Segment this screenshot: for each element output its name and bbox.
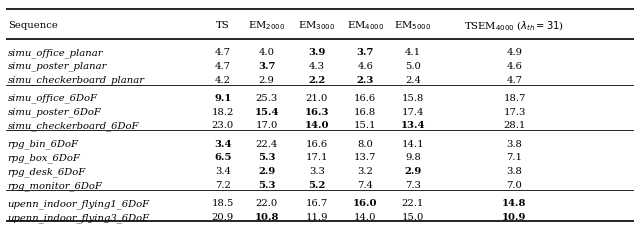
Text: 4.7: 4.7	[506, 76, 522, 85]
Text: 17.0: 17.0	[255, 121, 278, 130]
Text: 14.1: 14.1	[401, 139, 424, 149]
Text: 3.9: 3.9	[308, 48, 326, 57]
Text: 4.9: 4.9	[506, 48, 522, 57]
Text: 5.2: 5.2	[308, 181, 326, 190]
Text: 10.8: 10.8	[255, 213, 279, 222]
Text: 3.7: 3.7	[356, 48, 374, 57]
Text: 14.0: 14.0	[354, 213, 376, 222]
Text: 14.0: 14.0	[305, 121, 329, 130]
Text: 22.0: 22.0	[255, 199, 278, 208]
Text: 4.0: 4.0	[259, 48, 275, 57]
Text: EM$_{4000}$: EM$_{4000}$	[347, 19, 383, 32]
Text: 16.3: 16.3	[305, 108, 329, 117]
Text: 11.9: 11.9	[306, 213, 328, 222]
Text: 4.6: 4.6	[506, 62, 522, 71]
Text: 8.0: 8.0	[357, 139, 373, 149]
Text: 2.4: 2.4	[405, 76, 421, 85]
Text: simu_office_6DoF: simu_office_6DoF	[8, 94, 98, 103]
Text: 16.8: 16.8	[354, 108, 376, 117]
Text: 13.4: 13.4	[401, 121, 425, 130]
Text: 3.8: 3.8	[506, 167, 522, 176]
Text: 7.3: 7.3	[405, 181, 420, 190]
Text: 9.8: 9.8	[405, 154, 420, 162]
Text: 20.9: 20.9	[212, 213, 234, 222]
Text: 2.2: 2.2	[308, 76, 326, 85]
Text: 13.7: 13.7	[354, 154, 376, 162]
Text: 7.1: 7.1	[506, 154, 522, 162]
Text: upenn_indoor_flying1_6DoF: upenn_indoor_flying1_6DoF	[8, 199, 150, 209]
Text: 4.3: 4.3	[309, 62, 325, 71]
Text: 17.1: 17.1	[306, 154, 328, 162]
Text: 22.4: 22.4	[255, 139, 278, 149]
Text: 9.1: 9.1	[214, 94, 232, 103]
Text: simu_poster_6DoF: simu_poster_6DoF	[8, 108, 102, 117]
Text: 5.0: 5.0	[405, 62, 420, 71]
Text: 23.0: 23.0	[212, 121, 234, 130]
Text: 15.0: 15.0	[402, 213, 424, 222]
Text: 17.4: 17.4	[401, 108, 424, 117]
Text: 3.3: 3.3	[309, 167, 325, 176]
Text: 15.4: 15.4	[255, 108, 279, 117]
Text: 4.7: 4.7	[215, 62, 231, 71]
Text: 25.3: 25.3	[255, 94, 278, 103]
Text: 3.4: 3.4	[214, 139, 232, 149]
Text: 10.9: 10.9	[502, 213, 527, 222]
Text: 18.5: 18.5	[212, 199, 234, 208]
Text: 16.7: 16.7	[306, 199, 328, 208]
Text: 7.2: 7.2	[215, 181, 231, 190]
Text: 18.2: 18.2	[212, 108, 234, 117]
Text: 2.9: 2.9	[404, 167, 422, 176]
Text: 4.2: 4.2	[215, 76, 231, 85]
Text: 3.8: 3.8	[506, 139, 522, 149]
Text: 14.8: 14.8	[502, 199, 527, 208]
Text: 21.0: 21.0	[306, 94, 328, 103]
Text: 4.7: 4.7	[215, 48, 231, 57]
Text: 5.3: 5.3	[258, 181, 275, 190]
Text: 16.0: 16.0	[353, 199, 378, 208]
Text: 28.1: 28.1	[503, 121, 525, 130]
Text: 5.3: 5.3	[258, 154, 275, 162]
Text: rpg_monitor_6DoF: rpg_monitor_6DoF	[8, 181, 102, 191]
Text: 2.9: 2.9	[259, 76, 275, 85]
Text: 3.7: 3.7	[258, 62, 275, 71]
Text: Sequence: Sequence	[8, 21, 58, 30]
Text: EM$_{2000}$: EM$_{2000}$	[248, 19, 285, 32]
Text: 4.6: 4.6	[357, 62, 373, 71]
Text: rpg_bin_6DoF: rpg_bin_6DoF	[8, 139, 79, 149]
Text: 4.1: 4.1	[404, 48, 421, 57]
Text: simu_office_planar: simu_office_planar	[8, 48, 103, 58]
Text: 18.7: 18.7	[503, 94, 525, 103]
Text: rpg_box_6DoF: rpg_box_6DoF	[8, 154, 81, 163]
Text: rpg_desk_6DoF: rpg_desk_6DoF	[8, 167, 86, 177]
Text: 3.4: 3.4	[215, 167, 231, 176]
Text: 6.5: 6.5	[214, 154, 232, 162]
Text: simu_checkerboard_planar: simu_checkerboard_planar	[8, 76, 145, 85]
Text: 17.3: 17.3	[503, 108, 525, 117]
Text: 16.6: 16.6	[306, 139, 328, 149]
Text: 15.1: 15.1	[354, 121, 376, 130]
Text: 7.4: 7.4	[357, 181, 373, 190]
Text: TSEM$_{4000}$ ($\lambda_{th} = 31$): TSEM$_{4000}$ ($\lambda_{th} = 31$)	[465, 19, 564, 33]
Text: 22.1: 22.1	[402, 199, 424, 208]
Text: 16.6: 16.6	[354, 94, 376, 103]
Text: simu_checkerboard_6DoF: simu_checkerboard_6DoF	[8, 121, 139, 131]
Text: 2.9: 2.9	[258, 167, 275, 176]
Text: 2.3: 2.3	[356, 76, 374, 85]
Text: simu_poster_planar: simu_poster_planar	[8, 62, 107, 71]
Text: EM$_{5000}$: EM$_{5000}$	[394, 19, 431, 32]
Text: EM$_{3000}$: EM$_{3000}$	[298, 19, 335, 32]
Text: TS: TS	[216, 21, 230, 30]
Text: 7.0: 7.0	[506, 181, 522, 190]
Text: 3.2: 3.2	[357, 167, 373, 176]
Text: 15.8: 15.8	[402, 94, 424, 103]
Text: upenn_indoor_flying3_6DoF: upenn_indoor_flying3_6DoF	[8, 213, 150, 223]
